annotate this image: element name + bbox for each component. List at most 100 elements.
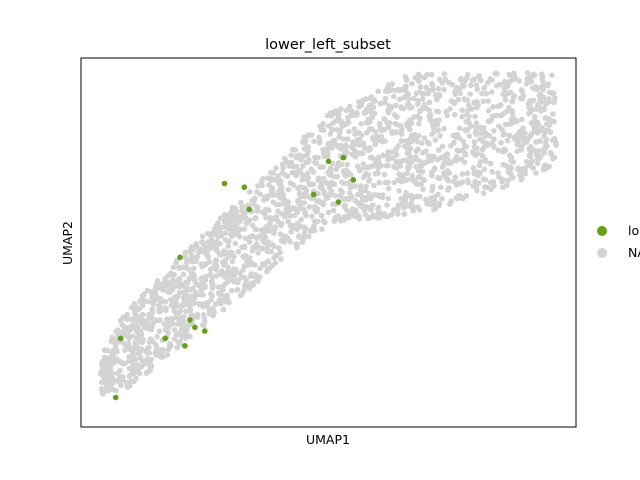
na-point — [494, 70, 500, 77]
na-point — [229, 204, 236, 211]
na-point — [339, 189, 346, 196]
na-point — [241, 287, 247, 294]
na-point — [534, 160, 541, 166]
lo-point-group — [112, 154, 357, 401]
na-point — [210, 281, 216, 288]
na-point — [417, 115, 423, 122]
na-point — [320, 127, 327, 133]
na-point — [385, 88, 392, 94]
na-point — [285, 186, 292, 193]
na-point — [538, 71, 545, 77]
plot-area-frame — [80, 57, 577, 428]
na-point — [509, 98, 515, 105]
na-point — [472, 113, 478, 120]
na-point — [190, 245, 196, 251]
na-point — [538, 99, 544, 105]
na-point — [392, 102, 399, 109]
na-point — [280, 192, 287, 199]
na-point — [398, 178, 405, 185]
na-point — [417, 84, 424, 90]
na-point — [514, 138, 521, 144]
na-point — [269, 241, 275, 248]
na-point — [329, 160, 336, 167]
na-point — [289, 222, 296, 229]
na-point — [183, 259, 190, 266]
na-point — [475, 102, 482, 108]
na-point — [391, 179, 398, 186]
na-point — [154, 333, 160, 340]
na-point — [201, 323, 207, 329]
na-point — [242, 214, 249, 221]
na-point — [287, 213, 293, 219]
na-point — [534, 130, 541, 136]
na-point — [420, 176, 427, 183]
na-point — [507, 89, 514, 96]
na-point — [495, 103, 501, 110]
x-axis-label: UMAP1 — [306, 432, 350, 447]
lo-point — [246, 206, 253, 213]
na-point — [188, 293, 195, 299]
na-point — [514, 148, 520, 154]
na-point — [224, 292, 230, 299]
na-point — [438, 154, 444, 161]
na-point — [345, 180, 352, 187]
na-point — [242, 283, 248, 289]
na-point — [170, 264, 177, 271]
na-point — [378, 127, 385, 134]
na-point — [495, 147, 502, 154]
na-point — [217, 240, 223, 247]
na-point — [340, 136, 347, 143]
na-point — [475, 150, 482, 157]
na-point — [137, 350, 143, 356]
na-point — [452, 174, 459, 180]
na-point — [146, 312, 152, 318]
na-point — [265, 175, 271, 181]
na-point — [285, 206, 292, 213]
na-point — [400, 174, 407, 180]
na-point — [302, 140, 308, 146]
na-point — [411, 95, 417, 102]
na-point — [367, 154, 374, 161]
na-point — [187, 286, 193, 293]
na-point — [291, 212, 298, 219]
na-point — [110, 360, 117, 367]
na-point — [275, 173, 282, 179]
na-point — [320, 175, 327, 182]
na-point — [451, 178, 457, 185]
na-point — [217, 271, 223, 278]
na-point — [366, 178, 372, 184]
na-point — [133, 328, 140, 335]
na-point — [264, 268, 270, 275]
na-point — [306, 204, 313, 210]
na-point — [299, 176, 306, 183]
na-point — [139, 292, 146, 299]
na-point — [281, 200, 287, 207]
na-point — [458, 193, 464, 200]
na-point — [187, 307, 194, 313]
na-point — [384, 152, 391, 159]
na-point — [202, 244, 208, 250]
na-point — [436, 147, 442, 153]
na-point — [171, 327, 178, 333]
na-point — [266, 223, 272, 229]
na-point — [160, 287, 166, 293]
na-point — [165, 346, 171, 353]
na-point — [246, 189, 253, 195]
na-point — [498, 139, 504, 146]
na-point — [527, 74, 533, 81]
na-point — [385, 185, 392, 192]
na-point — [391, 93, 397, 100]
na-point — [183, 308, 189, 315]
na-point — [130, 362, 136, 368]
na-point — [328, 188, 335, 194]
na-point — [472, 183, 479, 190]
na-point — [505, 177, 511, 184]
na-point — [124, 381, 130, 387]
na-point — [421, 135, 428, 141]
na-point — [398, 131, 405, 137]
na-point — [144, 356, 151, 362]
na-point — [241, 274, 248, 281]
na-point — [358, 121, 365, 127]
na-point — [210, 312, 216, 319]
na-point — [142, 319, 148, 325]
